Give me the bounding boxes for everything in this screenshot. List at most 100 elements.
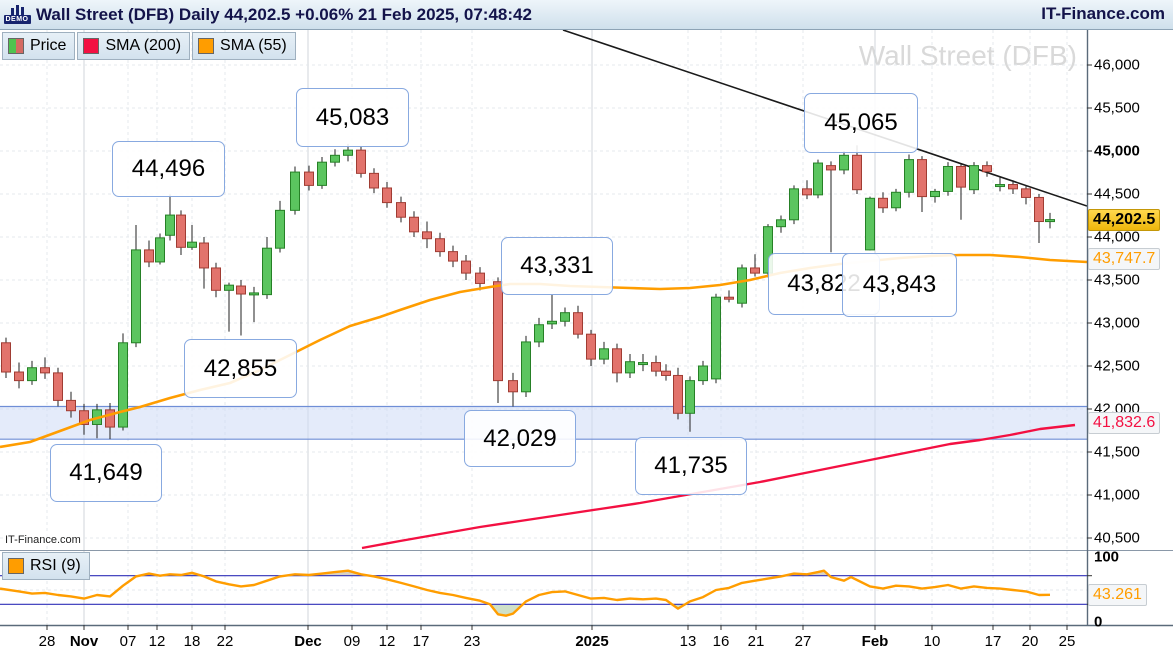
candle-body[interactable] (262, 247, 272, 296)
candle-body[interactable] (435, 238, 445, 253)
candle-body[interactable] (14, 371, 24, 382)
candle-body[interactable] (878, 197, 888, 209)
candle-body[interactable] (493, 281, 503, 382)
candle-body[interactable] (651, 362, 661, 372)
candle-body[interactable] (995, 184, 1005, 188)
candle-body[interactable] (737, 267, 747, 304)
y-axis-label: 41,500 (1094, 443, 1140, 461)
candle-body[interactable] (661, 370, 671, 376)
x-axis-label: Feb (861, 633, 889, 650)
candle-body[interactable] (891, 191, 901, 209)
candle-body[interactable] (79, 410, 89, 425)
candle-body[interactable] (144, 249, 154, 263)
candle-body[interactable] (685, 380, 695, 414)
candle-body[interactable] (813, 162, 823, 196)
candle-body[interactable] (1045, 219, 1055, 223)
legend-sma55-chip[interactable]: SMA (55) (192, 32, 296, 60)
candle-body[interactable] (448, 251, 458, 262)
x-axis-label: Nov (69, 633, 99, 650)
candle-body[interactable] (187, 241, 197, 248)
candle-body[interactable] (409, 216, 419, 233)
candle-body[interactable] (789, 188, 799, 221)
legend-price-chip[interactable]: Price (2, 32, 76, 60)
candle-body[interactable] (956, 165, 966, 188)
candle-body[interactable] (155, 237, 165, 263)
candle-body[interactable] (625, 361, 635, 374)
candle-body[interactable] (547, 320, 557, 325)
rsi-line[interactable] (0, 569, 1051, 617)
candle-body[interactable] (105, 409, 115, 428)
candle-body[interactable] (865, 197, 875, 251)
candle-body[interactable] (317, 161, 327, 186)
candle-body[interactable] (1021, 188, 1031, 198)
price-callout: 42,855 (184, 339, 297, 398)
candle-body[interactable] (969, 165, 979, 191)
candle-body[interactable] (118, 342, 128, 428)
rsi-legend: RSI (9) (2, 552, 90, 580)
candle-body[interactable] (852, 154, 862, 191)
candle-body[interactable] (943, 165, 953, 192)
candle-body[interactable] (176, 214, 186, 248)
legend-sma200-chip[interactable]: SMA (200) (77, 32, 191, 60)
candle-body[interactable] (612, 348, 622, 374)
candle-body[interactable] (508, 380, 518, 393)
candle-body[interactable] (1034, 196, 1044, 223)
candle-body[interactable] (211, 267, 221, 291)
candle-body[interactable] (330, 154, 340, 163)
candle-body[interactable] (599, 348, 609, 360)
candle-body[interactable] (422, 231, 432, 240)
x-axis-label: 2025 (575, 633, 609, 650)
candle-body[interactable] (249, 292, 259, 296)
candle-body[interactable] (560, 312, 570, 322)
candle-body[interactable] (131, 249, 141, 344)
candle-body[interactable] (275, 209, 285, 249)
candle-body[interactable] (343, 149, 353, 156)
candles-group[interactable] (1, 143, 1055, 440)
candle-body[interactable] (534, 324, 544, 343)
candle-body[interactable] (904, 159, 914, 193)
candle-body[interactable] (356, 149, 366, 174)
candle-body[interactable] (304, 171, 314, 186)
candle-body[interactable] (982, 165, 992, 173)
x-axis-label: 27 (794, 633, 812, 650)
candle-body[interactable] (711, 296, 721, 380)
candle-body[interactable] (165, 214, 175, 236)
candle-body[interactable] (396, 202, 406, 218)
candle-body[interactable] (224, 284, 234, 291)
candle-body[interactable] (1008, 184, 1018, 190)
candle-body[interactable] (586, 333, 596, 360)
instrument-title: Wall Street (DFB) Daily 44,202.5 +0.06% … (36, 4, 532, 24)
candle-body[interactable] (382, 187, 392, 204)
candle-body[interactable] (673, 374, 683, 414)
x-axis-label: 07 (119, 633, 137, 650)
candle-body[interactable] (917, 159, 927, 198)
candle-body[interactable] (930, 190, 940, 198)
candle-body[interactable] (698, 365, 708, 382)
candle-body[interactable] (724, 296, 734, 300)
candle-body[interactable] (521, 341, 531, 393)
candle-body[interactable] (826, 165, 836, 171)
candle-body[interactable] (66, 399, 76, 412)
candle-body[interactable] (369, 172, 379, 189)
x-axis-label: 23 (463, 633, 481, 650)
candle-body[interactable] (236, 285, 246, 295)
candle-body[interactable] (750, 267, 760, 274)
y-axis-label: 44,000 (1094, 228, 1140, 246)
candle-body[interactable] (53, 372, 63, 401)
chart-canvas[interactable] (0, 30, 1173, 660)
candle-body[interactable] (638, 362, 648, 366)
x-axis-label: 17 (412, 633, 430, 650)
candle-body[interactable] (40, 367, 50, 374)
candle-body[interactable] (573, 312, 583, 335)
rsi-axis-100: 100 (1094, 548, 1120, 566)
candle-body[interactable] (776, 219, 786, 228)
candle-body[interactable] (1, 342, 11, 373)
candle-body[interactable] (27, 367, 37, 382)
candle-body[interactable] (839, 154, 849, 171)
candle-body[interactable] (802, 188, 812, 196)
candle-body[interactable] (199, 242, 209, 269)
candle-body[interactable] (475, 272, 485, 284)
legend-rsi-chip[interactable]: RSI (9) (2, 552, 90, 580)
candle-body[interactable] (290, 171, 300, 211)
candle-body[interactable] (461, 260, 471, 274)
